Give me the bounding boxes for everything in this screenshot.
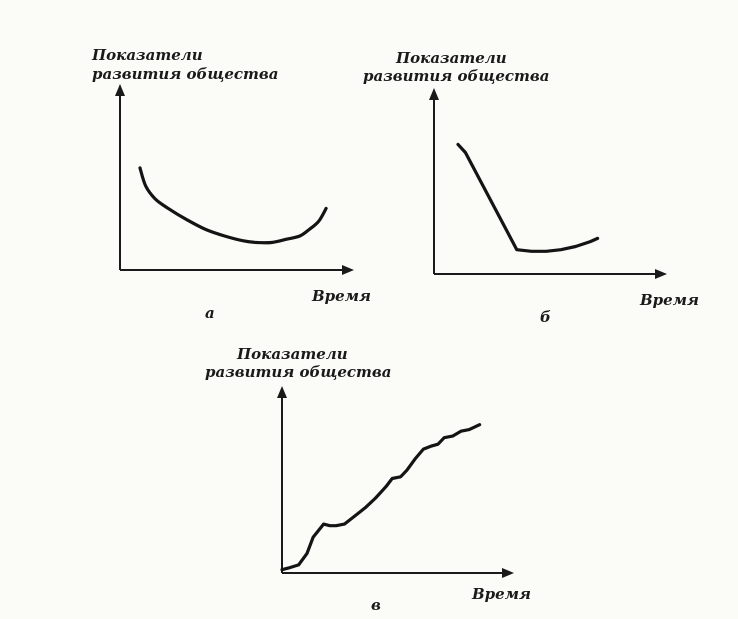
ylabel-line1-a: Показатели bbox=[91, 46, 203, 64]
series-line-a bbox=[138, 166, 328, 245]
y-axis-arrow-c bbox=[277, 386, 287, 398]
series-line-c bbox=[280, 423, 482, 572]
x-axis-arrow-b bbox=[655, 269, 667, 279]
chart-c: Показатели развития общества Время в bbox=[205, 345, 531, 614]
chart-b: Показатели развития общества Время б bbox=[363, 49, 699, 326]
panel-label-a: а bbox=[205, 304, 215, 322]
xlabel-b: Время bbox=[639, 291, 699, 309]
ylabel-line1-c: Показатели bbox=[236, 345, 348, 363]
y-axis-arrow-a bbox=[115, 84, 125, 96]
ylabel-line2-c: развития общества bbox=[205, 363, 391, 381]
ylabel-line2-a: развития общества bbox=[92, 65, 278, 83]
series-line-b bbox=[456, 142, 600, 253]
panel-label-c: в bbox=[371, 596, 381, 614]
xlabel-c: Время bbox=[471, 585, 531, 603]
x-axis-arrow-a bbox=[342, 265, 354, 275]
chart-a: Показатели развития общества Время а bbox=[91, 46, 371, 322]
x-axis-arrow-c bbox=[502, 568, 514, 578]
panel-label-b: б bbox=[540, 308, 551, 326]
y-axis-arrow-b bbox=[429, 88, 439, 100]
xlabel-a: Время bbox=[311, 287, 371, 305]
ylabel-line1-b: Показатели bbox=[395, 49, 507, 67]
ylabel-line2-b: развития общества bbox=[363, 67, 549, 85]
